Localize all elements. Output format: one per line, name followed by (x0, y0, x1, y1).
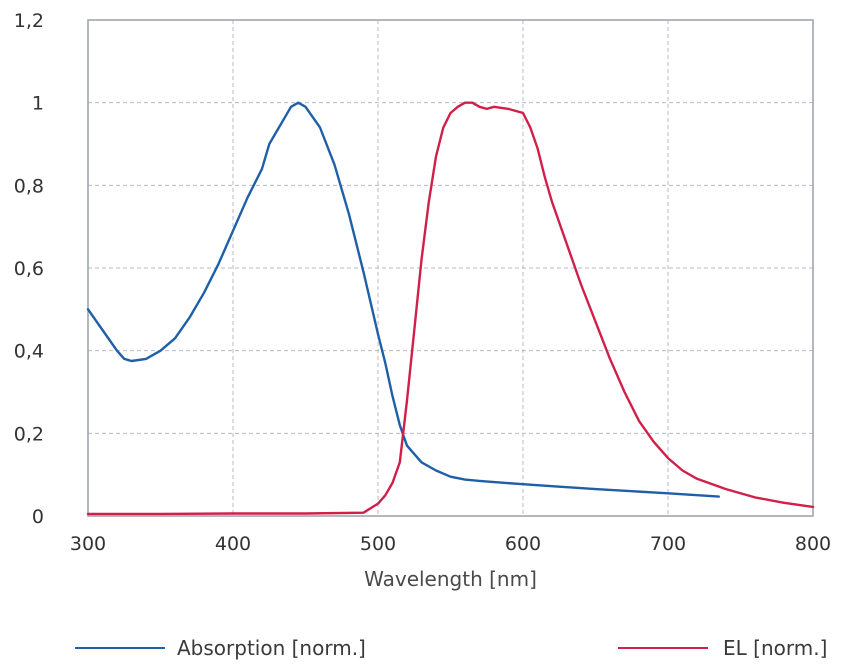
y-tick-label: 0,4 (14, 341, 44, 363)
x-tick-label: 400 (215, 533, 251, 555)
plot-area-border (87, 19, 814, 517)
series-line-absorption (86, 101, 720, 498)
y-tick-label: 1 (32, 93, 44, 115)
x-tick-label: 600 (505, 533, 541, 555)
y-tick-label: 1,2 (14, 10, 44, 32)
y-tick-label: 0,6 (14, 258, 44, 280)
legend: Absorption [norm.] EL [norm.] (75, 636, 827, 660)
x-tick-label: 500 (360, 533, 396, 555)
y-tick-label: 0,8 (14, 175, 44, 197)
series-line-el (86, 101, 815, 516)
series-layer (86, 101, 815, 516)
legend-label-absorption: Absorption [norm.] (177, 636, 366, 660)
legend-label-el: EL [norm.] (723, 636, 827, 660)
y-tick-label: 0 (32, 506, 44, 528)
x-tick-label: 700 (650, 533, 686, 555)
x-axis-title: Wavelength [nm] (364, 567, 537, 591)
y-tick-label: 0,2 (14, 423, 44, 445)
plot-frame (87, 19, 814, 517)
x-tick-label: 300 (70, 533, 106, 555)
grid-layer (88, 20, 813, 516)
tick-labels-layer: 300 400 500 600 700 800 0 0,2 0,4 0,6 0,8 1 1,2 (14, 10, 831, 555)
x-tick-label: 800 (795, 533, 831, 555)
